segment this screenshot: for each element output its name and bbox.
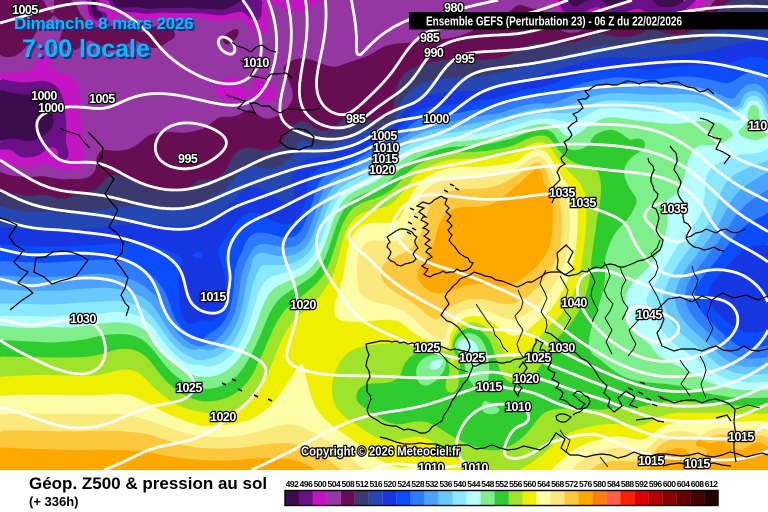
svg-text:1015: 1015 xyxy=(728,430,754,444)
svg-text:596: 596 xyxy=(649,479,662,489)
svg-text:548: 548 xyxy=(481,479,494,489)
svg-text:540: 540 xyxy=(453,479,466,489)
svg-text:524: 524 xyxy=(397,479,410,489)
svg-text:588: 588 xyxy=(621,479,634,489)
svg-text:544: 544 xyxy=(467,479,480,489)
svg-text:1045: 1045 xyxy=(636,308,662,322)
svg-text:496: 496 xyxy=(300,479,313,489)
svg-text:990: 990 xyxy=(424,46,444,60)
svg-text:584: 584 xyxy=(607,479,620,489)
svg-text:Dimanche 8 mars 2026: Dimanche 8 mars 2026 xyxy=(16,16,195,35)
svg-text:532: 532 xyxy=(425,479,438,489)
svg-text:7:00 locale: 7:00 locale xyxy=(24,37,152,65)
svg-text:572: 572 xyxy=(565,479,578,489)
svg-text:1035: 1035 xyxy=(661,202,687,216)
svg-text:1035: 1035 xyxy=(549,186,575,200)
svg-text:1010: 1010 xyxy=(505,400,531,414)
svg-text:995: 995 xyxy=(455,52,475,66)
svg-text:1015: 1015 xyxy=(476,380,502,394)
svg-text:604: 604 xyxy=(677,479,690,489)
svg-text:1015: 1015 xyxy=(372,152,398,166)
svg-text:500: 500 xyxy=(314,479,327,489)
svg-text:504: 504 xyxy=(328,479,341,489)
svg-text:516: 516 xyxy=(369,479,382,489)
svg-text:1020: 1020 xyxy=(513,372,539,386)
svg-text:536: 536 xyxy=(439,479,452,489)
svg-text:1010: 1010 xyxy=(462,461,488,475)
svg-text:512: 512 xyxy=(355,479,368,489)
svg-text:Dimanche 8 mars 2026: Dimanche 8 mars 2026 xyxy=(14,14,193,33)
svg-text:1025: 1025 xyxy=(459,351,485,365)
svg-text:1015: 1015 xyxy=(200,290,226,304)
svg-text:Ensemble GEFS (Perturbation 2: Ensemble GEFS (Perturbation 23) - 06 Z d… xyxy=(426,15,682,29)
svg-text:1005: 1005 xyxy=(371,129,397,143)
svg-text:(+ 336h): (+ 336h) xyxy=(29,494,79,509)
svg-text:7:00 locale: 7:00 locale xyxy=(22,35,150,63)
svg-text:1030: 1030 xyxy=(70,312,96,326)
svg-text:1030: 1030 xyxy=(549,341,575,355)
svg-text:985: 985 xyxy=(346,112,366,126)
svg-text:1040: 1040 xyxy=(561,296,587,310)
svg-text:608: 608 xyxy=(691,479,704,489)
svg-text:1005: 1005 xyxy=(89,92,115,106)
svg-text:1010: 1010 xyxy=(418,461,444,475)
svg-text:1020: 1020 xyxy=(369,163,395,177)
svg-text:568: 568 xyxy=(551,479,564,489)
svg-text:600: 600 xyxy=(663,479,676,489)
svg-text:1020: 1020 xyxy=(290,298,316,312)
svg-text:1025: 1025 xyxy=(414,341,440,355)
svg-text:552: 552 xyxy=(495,479,508,489)
svg-text:110: 110 xyxy=(748,119,767,133)
svg-text:995: 995 xyxy=(178,152,198,166)
svg-text:1015: 1015 xyxy=(638,454,664,468)
svg-text:1010: 1010 xyxy=(243,56,269,70)
svg-text:1015: 1015 xyxy=(684,457,710,471)
svg-text:564: 564 xyxy=(537,479,550,489)
svg-text:Copyright © 2026 Meteociel.fr: Copyright © 2026 Meteociel.fr xyxy=(301,445,460,459)
svg-text:Géop. Z500 & pression au sol: Géop. Z500 & pression au sol xyxy=(29,474,267,493)
svg-text:1020: 1020 xyxy=(210,410,236,424)
svg-text:528: 528 xyxy=(411,479,424,489)
svg-text:492: 492 xyxy=(286,479,299,489)
svg-text:592: 592 xyxy=(635,479,648,489)
svg-text:1005: 1005 xyxy=(12,3,38,17)
svg-text:985: 985 xyxy=(420,31,440,45)
svg-text:1010: 1010 xyxy=(373,141,399,155)
svg-text:1000: 1000 xyxy=(31,89,57,103)
svg-text:1000: 1000 xyxy=(423,112,449,126)
svg-text:1025: 1025 xyxy=(176,381,202,395)
svg-text:580: 580 xyxy=(593,479,606,489)
svg-text:576: 576 xyxy=(579,479,592,489)
svg-text:520: 520 xyxy=(383,479,396,489)
svg-text:560: 560 xyxy=(523,479,536,489)
svg-text:612: 612 xyxy=(705,479,718,489)
svg-text:1035: 1035 xyxy=(570,196,596,210)
svg-text:1025: 1025 xyxy=(525,351,551,365)
svg-text:1000: 1000 xyxy=(38,101,64,115)
svg-text:508: 508 xyxy=(342,479,355,489)
svg-text:556: 556 xyxy=(509,479,522,489)
